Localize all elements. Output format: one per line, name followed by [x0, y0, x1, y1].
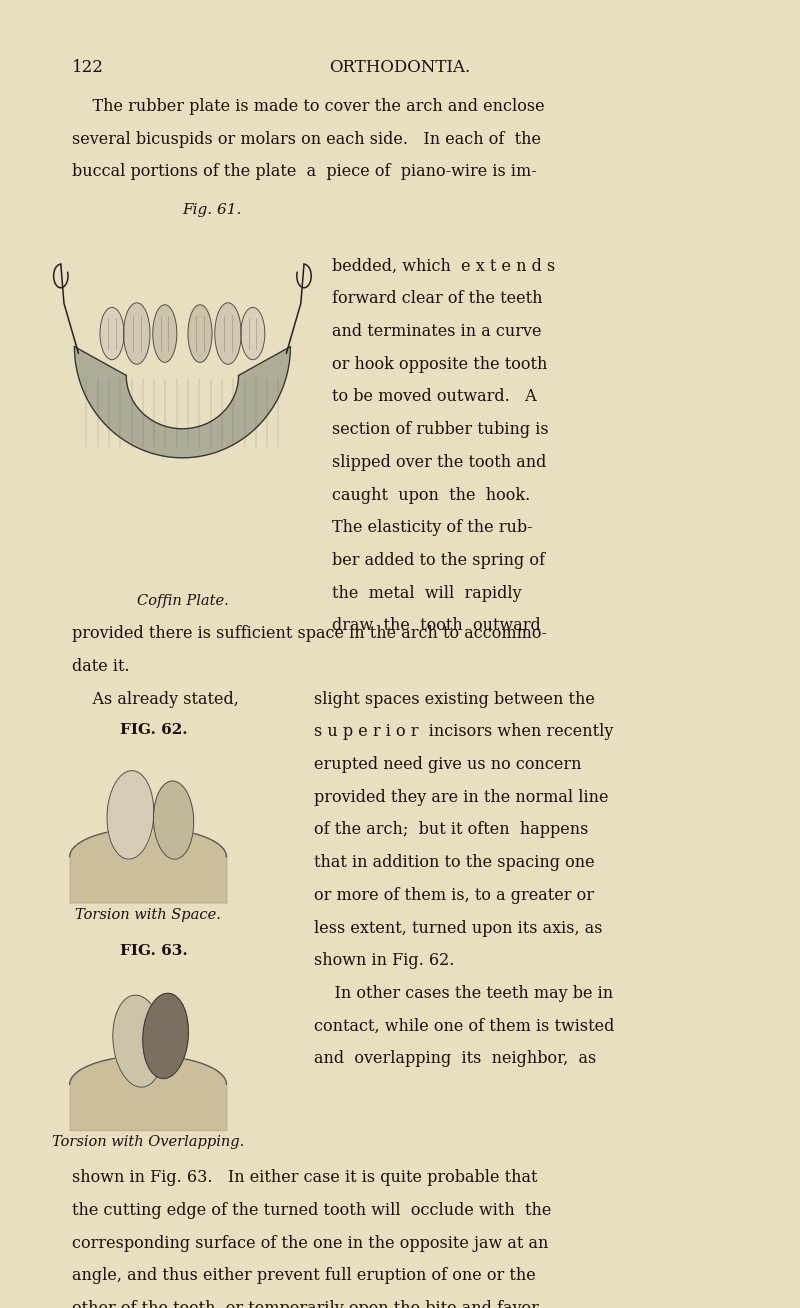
- Text: that in addition to the spacing one: that in addition to the spacing one: [314, 854, 595, 871]
- Text: shown in Fig. 62.: shown in Fig. 62.: [314, 952, 454, 969]
- Text: Torsion with Space.: Torsion with Space.: [75, 908, 221, 922]
- Text: The elasticity of the rub-: The elasticity of the rub-: [332, 519, 533, 536]
- Text: 122: 122: [72, 59, 104, 76]
- Text: the  metal  will  rapidly: the metal will rapidly: [332, 585, 522, 602]
- Text: erupted need give us no concern: erupted need give us no concern: [314, 756, 582, 773]
- Ellipse shape: [241, 307, 265, 360]
- Polygon shape: [74, 347, 290, 458]
- Text: provided they are in the normal line: provided they are in the normal line: [314, 789, 609, 806]
- Text: caught  upon  the  hook.: caught upon the hook.: [332, 487, 530, 504]
- Text: Fig. 61.: Fig. 61.: [182, 203, 242, 217]
- Text: other of the teeth, or temporarily open the bite and favor: other of the teeth, or temporarily open …: [72, 1300, 539, 1308]
- Ellipse shape: [215, 302, 242, 364]
- Text: FIG. 63.: FIG. 63.: [120, 944, 187, 959]
- Text: date it.: date it.: [72, 658, 130, 675]
- Text: the cutting edge of the turned tooth will  occlude with  the: the cutting edge of the turned tooth wil…: [72, 1202, 551, 1219]
- Text: shown in Fig. 63.   In either case it is quite probable that: shown in Fig. 63. In either case it is q…: [72, 1169, 538, 1186]
- Text: slipped over the tooth and: slipped over the tooth and: [332, 454, 546, 471]
- Text: bedded, which  e x t e n d s: bedded, which e x t e n d s: [332, 258, 555, 275]
- Text: ORTHODONTIA.: ORTHODONTIA.: [330, 59, 470, 76]
- Ellipse shape: [153, 305, 177, 362]
- Text: and terminates in a curve: and terminates in a curve: [332, 323, 542, 340]
- Text: of the arch;  but it often  happens: of the arch; but it often happens: [314, 821, 589, 838]
- Text: ber added to the spring of: ber added to the spring of: [332, 552, 545, 569]
- Text: Coffin Plate.: Coffin Plate.: [137, 594, 228, 608]
- Text: and  overlapping  its  neighbor,  as: and overlapping its neighbor, as: [314, 1050, 597, 1067]
- Text: to be moved outward.   A: to be moved outward. A: [332, 388, 537, 405]
- Text: contact, while one of them is twisted: contact, while one of them is twisted: [314, 1018, 614, 1035]
- Text: provided there is sufficient space in the arch to accommo-: provided there is sufficient space in th…: [72, 625, 547, 642]
- Text: Torsion with Overlapping.: Torsion with Overlapping.: [52, 1135, 244, 1150]
- Text: buccal portions of the plate  a  piece of  piano-wire is im-: buccal portions of the plate a piece of …: [72, 164, 537, 181]
- Text: corresponding surface of the one in the opposite jaw at an: corresponding surface of the one in the …: [72, 1235, 548, 1252]
- Text: angle, and thus either prevent full eruption of one or the: angle, and thus either prevent full erup…: [72, 1267, 536, 1284]
- Text: In other cases the teeth may be in: In other cases the teeth may be in: [314, 985, 614, 1002]
- Text: draw  the  tooth  outward: draw the tooth outward: [332, 617, 541, 634]
- Text: or more of them is, to a greater or: or more of them is, to a greater or: [314, 887, 594, 904]
- Ellipse shape: [107, 770, 154, 859]
- Ellipse shape: [154, 781, 194, 859]
- Text: slight spaces existing between the: slight spaces existing between the: [314, 691, 595, 708]
- Ellipse shape: [100, 307, 124, 360]
- Text: less extent, turned upon its axis, as: less extent, turned upon its axis, as: [314, 920, 603, 937]
- Text: several bicuspids or molars on each side.   In each of  the: several bicuspids or molars on each side…: [72, 131, 541, 148]
- Ellipse shape: [113, 995, 164, 1087]
- Text: forward clear of the teeth: forward clear of the teeth: [332, 290, 542, 307]
- Text: or hook opposite the tooth: or hook opposite the tooth: [332, 356, 547, 373]
- Text: FIG. 62.: FIG. 62.: [120, 723, 187, 738]
- Text: The rubber plate is made to cover the arch and enclose: The rubber plate is made to cover the ar…: [72, 98, 545, 115]
- Text: As already stated,: As already stated,: [72, 691, 249, 708]
- Ellipse shape: [142, 993, 189, 1079]
- Ellipse shape: [124, 302, 150, 364]
- Ellipse shape: [188, 305, 212, 362]
- Text: section of rubber tubing is: section of rubber tubing is: [332, 421, 549, 438]
- Bar: [60, 235, 308, 589]
- Text: s u p e r i o r  incisors when recently: s u p e r i o r incisors when recently: [314, 723, 614, 740]
